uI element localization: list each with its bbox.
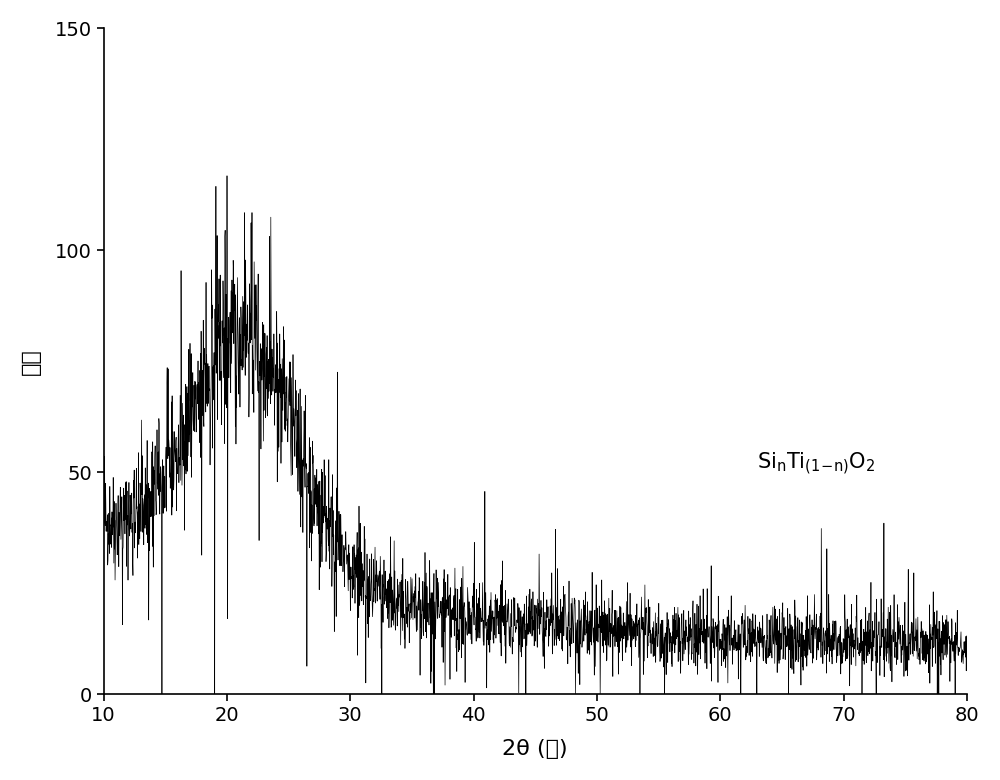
Text: $\mathrm{Si_n Ti_{(1\!-\!n)} O_2}$: $\mathrm{Si_n Ti_{(1\!-\!n)} O_2}$	[757, 450, 875, 477]
X-axis label: 2θ (度): 2θ (度)	[502, 739, 568, 759]
Y-axis label: 强度: 强度	[21, 348, 41, 374]
